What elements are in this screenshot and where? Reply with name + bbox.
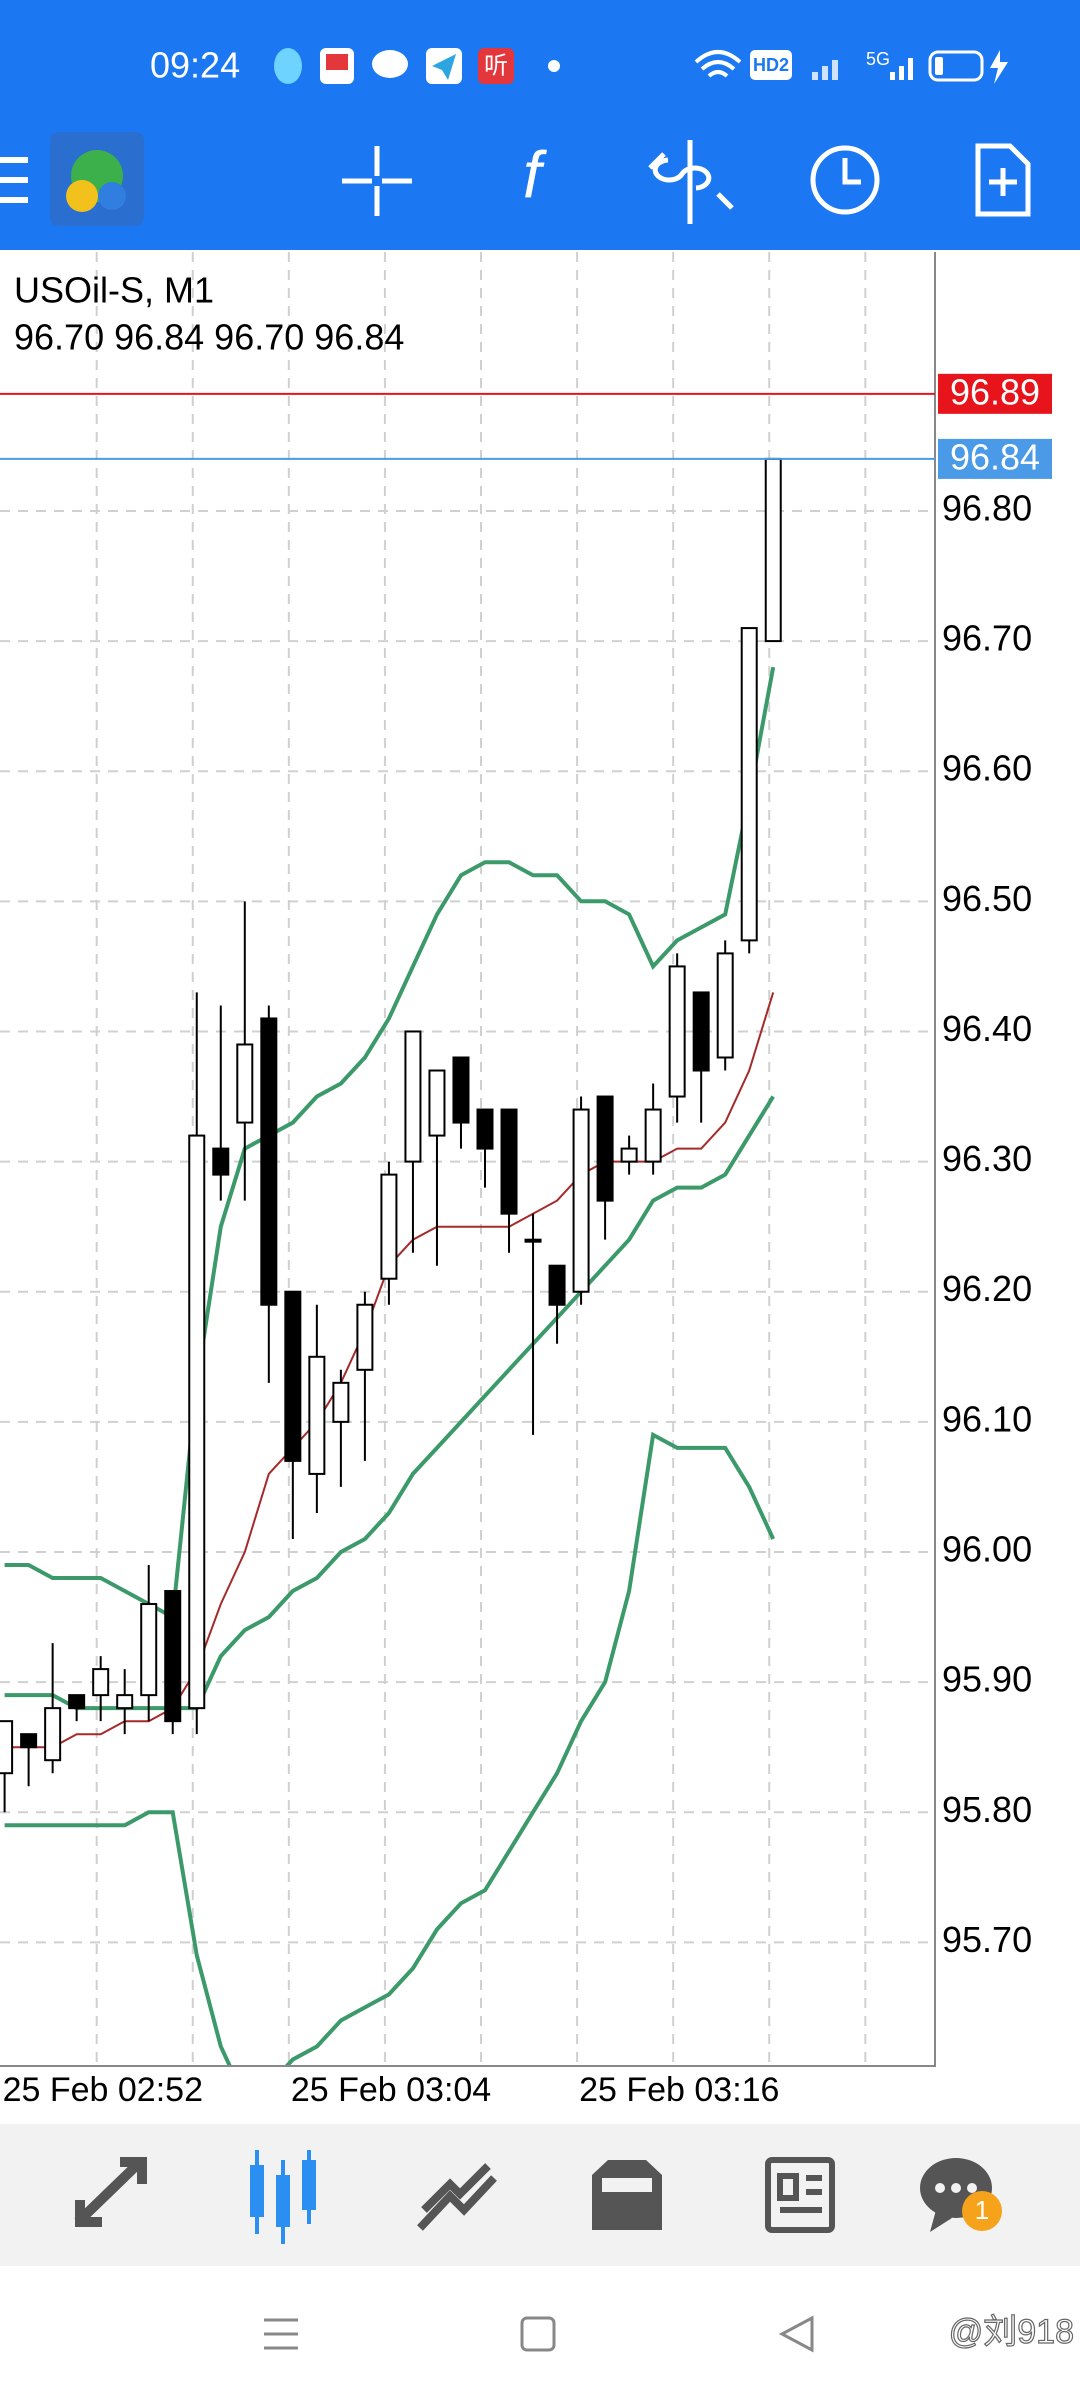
candle-body <box>500 1108 518 1215</box>
system-icons: HD2 5G <box>694 49 1008 84</box>
chart-title: USOil-S, M1 <box>14 270 214 311</box>
candle-body <box>44 1707 62 1762</box>
candle-body <box>452 1056 470 1124</box>
y-tick-label: 96.50 <box>942 878 1032 919</box>
new-order-button[interactable] <box>975 143 1031 217</box>
candle-body <box>164 1590 182 1723</box>
chart-tab[interactable] <box>250 2150 316 2244</box>
header-background <box>0 0 1080 250</box>
y-tick-label: 96.40 <box>942 1008 1032 1049</box>
overlay-line <box>4 666 776 1621</box>
candle-body <box>380 1173 398 1280</box>
price-label-box <box>938 373 1052 414</box>
candle-body <box>596 1095 614 1202</box>
candle-body <box>740 627 758 942</box>
clock: 09:24 <box>150 45 240 86</box>
chart: USOil-S, M1 96.70 96.84 96.70 96.84 95.7… <box>0 252 1052 2109</box>
candle-body <box>92 1668 110 1697</box>
candle-body <box>572 1108 590 1293</box>
candle-body <box>0 1720 14 1775</box>
hd-label: HD2 <box>753 55 789 75</box>
notification-icons: 听 <box>274 48 560 84</box>
candle-body <box>68 1694 86 1710</box>
y-tick-label: 95.80 <box>942 1789 1032 1830</box>
history-button[interactable] <box>810 145 880 215</box>
candle-body <box>524 1238 542 1243</box>
news-tab[interactable] <box>765 2157 835 2233</box>
tab-bar <box>0 2124 1080 2266</box>
nav-home[interactable] <box>520 2316 556 2352</box>
y-tick-label: 96.60 <box>942 748 1032 789</box>
plot-area <box>0 252 935 2066</box>
y-tick-label: 95.90 <box>942 1659 1032 1700</box>
y-tick-label: 96.20 <box>942 1268 1032 1309</box>
plot <box>0 457 782 2066</box>
candle-body <box>644 1108 662 1163</box>
candle-body <box>260 1017 278 1306</box>
y-tick-label: 96.30 <box>942 1138 1032 1179</box>
chart-subtitle: 96.70 96.84 96.70 96.84 <box>14 317 404 358</box>
crosshair-button[interactable] <box>342 146 412 216</box>
candle-body <box>620 1147 638 1163</box>
overlay-line <box>4 1431 776 2066</box>
candle-body <box>356 1303 374 1371</box>
nav-menu[interactable] <box>264 2318 298 2350</box>
candle-body <box>140 1603 158 1697</box>
candle-body <box>404 1030 422 1163</box>
plot-border <box>0 252 936 2067</box>
candle-body <box>188 1134 206 1710</box>
y-tick-label: 96.80 <box>942 487 1032 528</box>
candle-body <box>476 1108 494 1150</box>
y-tick-label: 96.70 <box>942 618 1032 659</box>
x-tick-label: 25 Feb 03:04 <box>291 2071 491 2109</box>
menu-button[interactable] <box>0 157 28 203</box>
nav-back[interactable] <box>778 2315 814 2353</box>
candle-body <box>236 1043 254 1124</box>
x-tick-label: 25 Feb 02:52 <box>3 2071 203 2109</box>
price-label: 96.89 <box>950 371 1040 412</box>
candle-body <box>764 457 782 643</box>
x-tick-label: 25 Feb 03:16 <box>579 2071 779 2109</box>
candle-body <box>716 952 734 1059</box>
history-tab[interactable] <box>592 2160 662 2230</box>
y-tick-label: 95.70 <box>942 1919 1032 1960</box>
candle-body <box>284 1290 302 1462</box>
network-label: 5G <box>866 49 890 69</box>
badge-count: 1 <box>975 2195 989 2225</box>
candle-body <box>692 991 710 1072</box>
price-label-box <box>938 438 1052 479</box>
tab-bar-icons: 1 <box>74 2150 1002 2244</box>
candle-body <box>308 1355 326 1475</box>
candle-body <box>428 1069 446 1137</box>
candle-body <box>668 965 686 1098</box>
badge <box>962 2191 1002 2231</box>
trade-tab[interactable] <box>417 2163 497 2231</box>
price-label: 96.84 <box>950 436 1040 477</box>
nav-bar <box>264 2315 814 2353</box>
candle-body <box>548 1264 566 1306</box>
y-tick-label: 96.10 <box>942 1398 1032 1439</box>
trade-button[interactable] <box>648 140 734 224</box>
notification-text: 听 <box>484 52 508 79</box>
candle-body <box>212 1147 230 1176</box>
quotes-tab[interactable] <box>74 2157 147 2227</box>
candle-body <box>116 1694 134 1710</box>
candle-body <box>20 1733 38 1749</box>
watermark: @刘918 <box>949 2313 1074 2351</box>
candle-body <box>332 1381 350 1423</box>
y-tick-label: 96.00 <box>942 1529 1032 1570</box>
